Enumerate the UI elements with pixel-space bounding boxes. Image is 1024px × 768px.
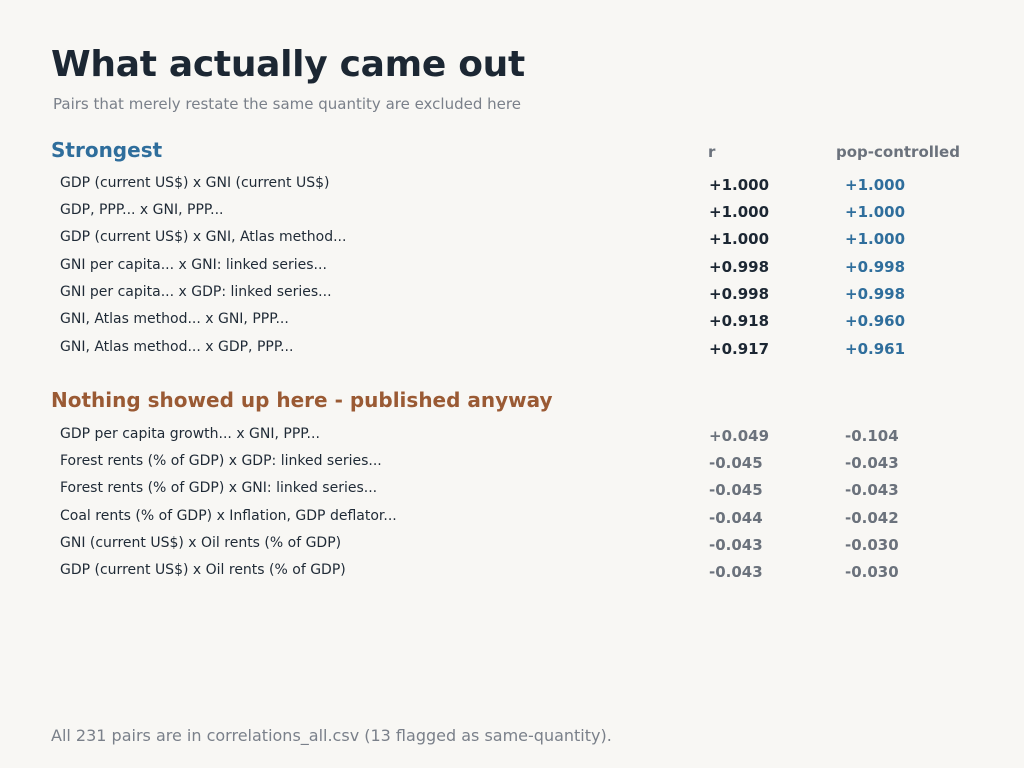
table-row: GDP (current US$) x GNI (current US$) +1… xyxy=(0,175,1024,202)
table-row: GNI (current US$) x Oil rents (% of GDP)… xyxy=(0,535,1024,562)
r-value: -0.045 xyxy=(709,481,763,499)
pair-label: GNI, Atlas method... x GDP, PPP... xyxy=(60,339,294,355)
table-row: GDP (current US$) x Oil rents (% of GDP)… xyxy=(0,562,1024,589)
section-heading-nothing-showed-up: Nothing showed up here - published anywa… xyxy=(51,388,553,412)
r-value: +1.000 xyxy=(709,230,770,248)
r-value: -0.043 xyxy=(709,536,763,554)
r-value: -0.043 xyxy=(709,563,763,581)
pair-label: GDP, PPP... x GNI, PPP... xyxy=(60,202,224,218)
pair-label: Forest rents (% of GDP) x GNI: linked se… xyxy=(60,480,378,496)
table-row: GDP per capita growth... x GNI, PPP... +… xyxy=(0,426,1024,453)
section-heading-strongest: Strongest xyxy=(51,138,163,162)
column-header-pop-controlled: pop-controlled xyxy=(836,143,960,161)
table-row: GNI per capita... x GDP: linked series..… xyxy=(0,284,1024,311)
r-value: +0.998 xyxy=(709,258,770,276)
table-row: Coal rents (% of GDP) x Inflation, GDP d… xyxy=(0,508,1024,535)
pair-label: GDP (current US$) x Oil rents (% of GDP) xyxy=(60,562,346,578)
footer-note: All 231 pairs are in correlations_all.cs… xyxy=(51,726,612,745)
page-subtitle: Pairs that merely restate the same quant… xyxy=(53,95,521,113)
pair-label: GNI (current US$) x Oil rents (% of GDP) xyxy=(60,535,342,551)
pair-label: Coal rents (% of GDP) x Inflation, GDP d… xyxy=(60,508,397,524)
pair-label: GDP per capita growth... x GNI, PPP... xyxy=(60,426,320,442)
pair-label: GDP (current US$) x GNI, Atlas method... xyxy=(60,229,347,245)
r-value: +0.918 xyxy=(709,312,770,330)
pop-controlled-value: +0.961 xyxy=(845,340,906,358)
table-row: Forest rents (% of GDP) x GDP: linked se… xyxy=(0,453,1024,480)
pop-controlled-value: -0.030 xyxy=(845,563,899,581)
r-value: +0.917 xyxy=(709,340,770,358)
pop-controlled-value: -0.104 xyxy=(845,427,899,445)
r-value: +0.998 xyxy=(709,285,770,303)
pair-label: Forest rents (% of GDP) x GDP: linked se… xyxy=(60,453,382,469)
table-row: GNI, Atlas method... x GNI, PPP... +0.91… xyxy=(0,311,1024,338)
r-value: -0.044 xyxy=(709,509,763,527)
pop-controlled-value: +1.000 xyxy=(845,176,906,194)
column-header-r: r xyxy=(708,143,716,161)
r-value: +1.000 xyxy=(709,176,770,194)
pop-controlled-value: +1.000 xyxy=(845,230,906,248)
table-row: GDP, PPP... x GNI, PPP... +1.000 +1.000 xyxy=(0,202,1024,229)
pop-controlled-value: +1.000 xyxy=(845,203,906,221)
pair-label: GNI, Atlas method... x GNI, PPP... xyxy=(60,311,289,327)
pop-controlled-value: -0.043 xyxy=(845,454,899,472)
table-row: Forest rents (% of GDP) x GNI: linked se… xyxy=(0,480,1024,507)
table-row: GNI per capita... x GNI: linked series..… xyxy=(0,257,1024,284)
pop-controlled-value: -0.043 xyxy=(845,481,899,499)
r-value: -0.045 xyxy=(709,454,763,472)
r-value: +0.049 xyxy=(709,427,770,445)
table-row: GNI, Atlas method... x GDP, PPP... +0.91… xyxy=(0,339,1024,366)
page-title: What actually came out xyxy=(51,44,525,85)
pop-controlled-value: -0.042 xyxy=(845,509,899,527)
pop-controlled-value: -0.030 xyxy=(845,536,899,554)
pop-controlled-value: +0.960 xyxy=(845,312,906,330)
r-value: +1.000 xyxy=(709,203,770,221)
pair-label: GNI per capita... x GDP: linked series..… xyxy=(60,284,332,300)
table-row: GDP (current US$) x GNI, Atlas method...… xyxy=(0,229,1024,256)
pop-controlled-value: +0.998 xyxy=(845,285,906,303)
pop-controlled-value: +0.998 xyxy=(845,258,906,276)
pair-label: GNI per capita... x GNI: linked series..… xyxy=(60,257,327,273)
pair-label: GDP (current US$) x GNI (current US$) xyxy=(60,175,330,191)
